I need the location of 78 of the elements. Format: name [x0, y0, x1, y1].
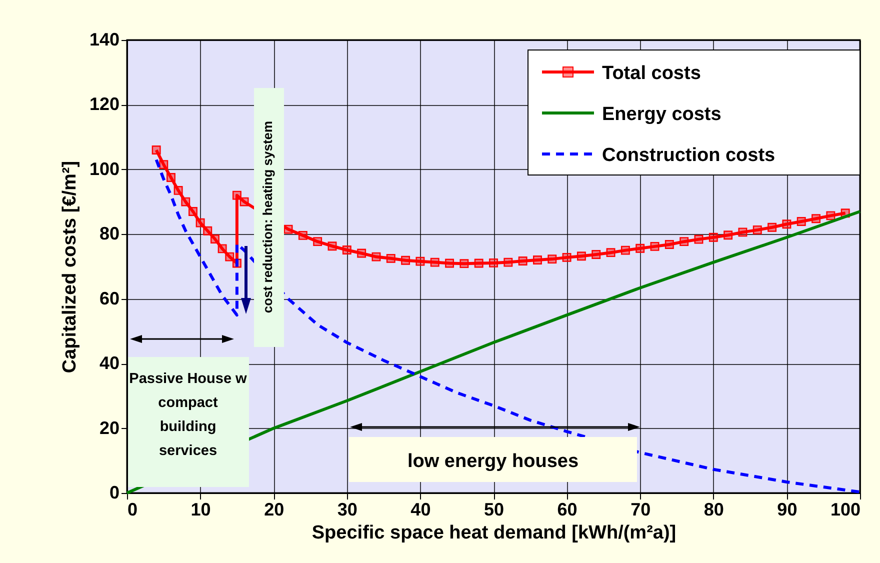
- point: [174, 186, 183, 195]
- point: [724, 230, 733, 240]
- point: [188, 207, 198, 216]
- point: [738, 228, 748, 237]
- point: [518, 256, 528, 266]
- point: [474, 258, 484, 268]
- y-tick-label: 120: [89, 94, 120, 114]
- point: [592, 250, 601, 259]
- x-tick-label: 40: [410, 500, 431, 520]
- point: [210, 234, 220, 244]
- point: [826, 211, 836, 220]
- point: [240, 197, 249, 206]
- y-tick-label: 0: [109, 482, 120, 502]
- annotation: cost reduction: heating system: [260, 120, 276, 314]
- y-axis-title: Capitalized costs [€/m²]: [59, 160, 80, 374]
- x-tick-label: 60: [557, 500, 578, 520]
- x-tick-label: 80: [704, 500, 724, 520]
- x-tick-label: 0: [128, 500, 138, 520]
- point: [357, 248, 366, 258]
- point: [504, 258, 513, 267]
- point: [372, 252, 381, 262]
- point: [218, 244, 227, 254]
- point: [445, 258, 454, 268]
- y-tick-label: 60: [99, 288, 120, 308]
- point: [166, 173, 176, 182]
- x-tick-label: 70: [630, 500, 651, 520]
- y-tick-label: 80: [99, 224, 120, 244]
- y-tick-label: 100: [89, 158, 120, 179]
- legend-label: Construction costs: [602, 145, 776, 166]
- point: [562, 252, 572, 262]
- point: [225, 252, 234, 262]
- point: [664, 240, 674, 249]
- point: [548, 254, 557, 264]
- point: [576, 252, 586, 261]
- y-tick-label: 140: [89, 30, 120, 50]
- point: [401, 256, 410, 265]
- point: [298, 230, 308, 240]
- point: [768, 222, 777, 232]
- point: [152, 146, 161, 154]
- x-tick-label: 30: [337, 500, 358, 520]
- x-tick-label: 90: [777, 500, 798, 520]
- point: [313, 237, 322, 246]
- x-tick-label: 50: [484, 500, 504, 520]
- point: [460, 259, 469, 268]
- point: [796, 217, 806, 226]
- x-tick-label: 20: [264, 500, 284, 520]
- point: [620, 246, 630, 255]
- point: [606, 248, 616, 258]
- point: [680, 237, 689, 246]
- point: [196, 218, 205, 228]
- y-tick-label: 20: [99, 418, 120, 438]
- point: [232, 190, 242, 200]
- point: [650, 242, 660, 251]
- point: [416, 256, 425, 266]
- annotation: Passive House w compact building services: [129, 371, 248, 459]
- point: [752, 225, 762, 234]
- point: [284, 224, 293, 234]
- legend-label: Energy costs: [602, 104, 722, 125]
- point: [342, 246, 352, 254]
- point: [386, 254, 396, 263]
- point: [636, 244, 645, 253]
- point: [159, 160, 168, 170]
- point: [328, 242, 337, 251]
- annotation: low energy houses: [407, 451, 579, 472]
- point: [533, 256, 542, 264]
- y-tick-label: 40: [99, 353, 120, 374]
- point: [694, 234, 704, 244]
- point: [812, 214, 820, 224]
- point: [708, 232, 718, 242]
- legend-label: Total costs: [602, 63, 701, 84]
- point: [782, 220, 792, 229]
- point: [430, 258, 440, 267]
- x-tick-label: 10: [190, 500, 211, 520]
- x-axis-title: Specific space heat demand [kWh/(m²a)]: [312, 522, 676, 544]
- point: [203, 226, 212, 236]
- point: [489, 258, 498, 268]
- point: [181, 197, 190, 206]
- x-tick-label: 100: [830, 500, 860, 520]
